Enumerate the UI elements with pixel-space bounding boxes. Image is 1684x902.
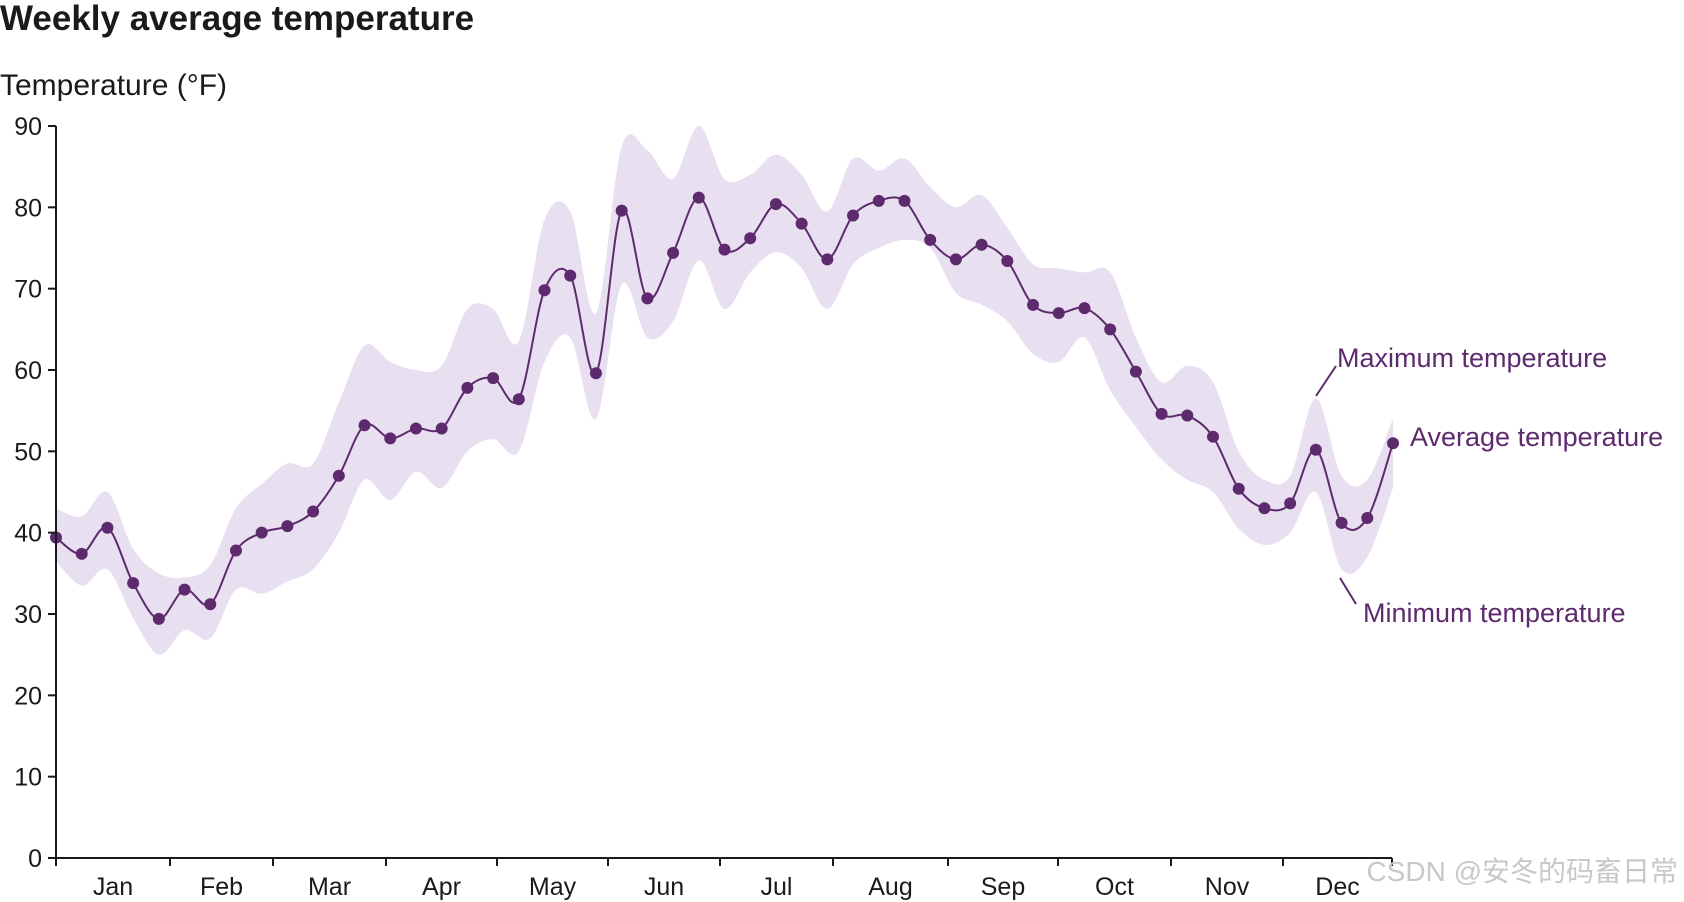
- average-point: [281, 520, 294, 533]
- y-axis-ticks: 0 10 20 30 40 50 60 70 80 90: [14, 113, 56, 873]
- average-point: [795, 217, 808, 230]
- average-point: [409, 422, 422, 435]
- average-point: [152, 612, 165, 625]
- min-max-band: [56, 126, 1393, 655]
- x-tick-label: Oct: [1095, 873, 1134, 901]
- y-tick-label: 20: [14, 682, 42, 710]
- y-tick-label: 10: [14, 764, 42, 792]
- average-point: [1258, 502, 1271, 515]
- average-point: [1052, 307, 1065, 320]
- avg-temperature-label: Average temperature: [1410, 422, 1663, 452]
- x-tick-label: Jun: [644, 873, 684, 901]
- average-point: [1155, 407, 1168, 420]
- x-tick-label: Feb: [200, 873, 243, 901]
- average-point: [538, 284, 551, 297]
- average-point: [949, 253, 962, 266]
- average-point: [204, 598, 217, 611]
- average-point: [1129, 365, 1142, 378]
- average-point: [461, 381, 474, 394]
- average-point: [692, 191, 705, 204]
- min-leader-line: [1339, 577, 1357, 605]
- average-point: [769, 198, 782, 211]
- average-point: [744, 232, 757, 245]
- x-tick-label: Aug: [868, 873, 912, 901]
- axes: [55, 126, 1392, 859]
- average-point: [615, 204, 628, 217]
- average-point: [1104, 323, 1117, 336]
- average-point: [1027, 298, 1040, 311]
- average-point: [564, 269, 577, 282]
- average-point: [255, 526, 268, 539]
- average-point: [667, 246, 680, 259]
- average-point: [1335, 516, 1348, 529]
- y-tick-label: 40: [14, 520, 42, 548]
- average-point: [1387, 437, 1399, 450]
- temperature-range-band: [56, 126, 1393, 655]
- x-tick-label: Jul: [761, 873, 793, 901]
- max-leader-line: [1315, 365, 1337, 397]
- average-point: [1361, 512, 1374, 525]
- average-point: [384, 432, 397, 445]
- average-point: [641, 292, 654, 305]
- average-point: [512, 393, 525, 406]
- y-tick-label: 60: [14, 357, 42, 385]
- watermark: CSDN @安冬的码畜日常: [1366, 856, 1678, 887]
- x-tick-label: Nov: [1205, 873, 1250, 901]
- x-tick-label: Jan: [93, 873, 133, 901]
- average-point: [75, 547, 88, 560]
- average-point: [1309, 443, 1322, 456]
- average-point: [101, 521, 114, 534]
- x-tick-label: Dec: [1315, 873, 1359, 901]
- y-tick-label: 90: [14, 113, 42, 141]
- chart-title: Weekly average temperature: [0, 0, 474, 38]
- average-point: [847, 209, 860, 222]
- x-tick-label: Apr: [422, 873, 461, 901]
- max-temperature-label: Maximum temperature: [1337, 343, 1607, 373]
- x-tick-label: Mar: [308, 873, 351, 901]
- average-point: [718, 243, 731, 256]
- average-point: [589, 367, 602, 380]
- average-point: [924, 233, 937, 246]
- x-axis-ticks: Jan Feb Mar Apr May Jun Jul Aug Sep Oct Nov Dec: [55, 858, 1393, 901]
- average-points: [50, 191, 1399, 625]
- x-tick-label: Sep: [981, 873, 1025, 901]
- average-point: [898, 194, 911, 207]
- average-point: [358, 419, 371, 432]
- average-point: [1207, 430, 1220, 443]
- average-point: [487, 372, 500, 385]
- y-tick-label: 30: [14, 601, 42, 629]
- y-tick-label: 70: [14, 276, 42, 304]
- average-point: [127, 577, 140, 590]
- average-point: [229, 544, 242, 557]
- min-temperature-label: Minimum temperature: [1363, 598, 1626, 628]
- average-point: [1078, 302, 1091, 315]
- average-point: [1284, 497, 1297, 510]
- y-tick-label: 0: [28, 845, 42, 873]
- average-point: [821, 253, 834, 266]
- average-point: [178, 583, 191, 596]
- y-tick-label: 50: [14, 438, 42, 466]
- y-axis-title: Temperature (°F): [0, 69, 227, 102]
- average-point: [1181, 409, 1194, 422]
- average-point: [872, 194, 885, 207]
- x-tick-label: May: [529, 873, 577, 901]
- average-point: [975, 238, 988, 251]
- average-point: [435, 422, 448, 435]
- annotations: Maximum temperature Average temperature …: [1315, 343, 1663, 628]
- y-tick-label: 80: [14, 194, 42, 222]
- average-point: [1001, 255, 1014, 268]
- average-point: [332, 469, 345, 482]
- average-point: [307, 505, 320, 518]
- average-point: [1232, 482, 1245, 495]
